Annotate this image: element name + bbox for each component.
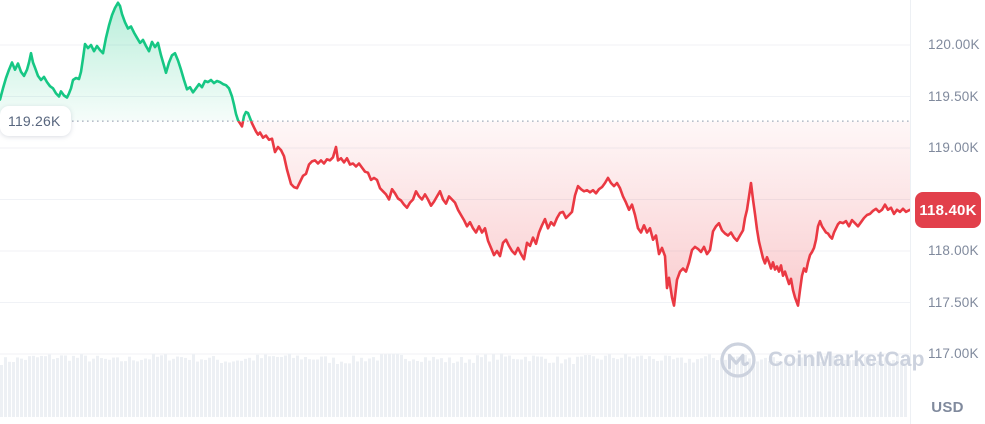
coinmarketcap-logo-icon [720, 342, 756, 378]
current-price-value: 118.40K [919, 201, 977, 219]
y-axis-tick-label: 117.00K [928, 346, 979, 361]
y-axis-tick-label: 119.50K [928, 88, 979, 104]
y-axis-tick-label: 120.00K [928, 37, 980, 52]
price-line [0, 1, 910, 307]
watermark-text: CoinMarketCap [768, 348, 925, 371]
baseline-price-label: 119.26K [0, 106, 71, 136]
volume-bars [0, 353, 907, 417]
y-axis-tick-label: 117.50K [928, 294, 979, 310]
baseline-price-value: 119.26K [8, 113, 61, 129]
current-price-badge: 118.40K [915, 192, 981, 228]
currency-unit-label: USD [931, 399, 964, 416]
y-axis-tick-label: 118.00K [928, 243, 979, 258]
price-area-fill [0, 2, 910, 306]
coinmarketcap-watermark: CoinMarketCap [719, 341, 925, 379]
y-axis-tick-label: 119.00K [928, 140, 979, 155]
